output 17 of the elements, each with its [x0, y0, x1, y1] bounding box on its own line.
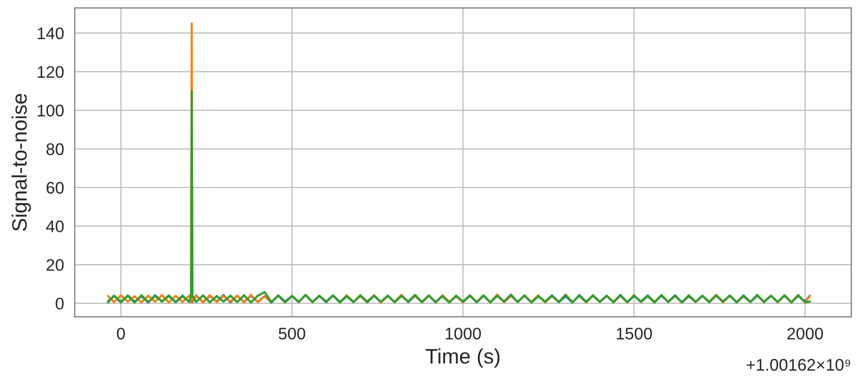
x-axis-title: Time (s)	[426, 348, 500, 368]
line-series	[106, 90, 811, 304]
y-tick-label: 80	[46, 143, 64, 156]
x-tick-label: 2000	[787, 328, 823, 340]
y-tick-label: 100	[38, 104, 64, 116]
text: +1.00162×10⁹	[746, 358, 850, 371]
y-tick-label: 20	[46, 259, 64, 271]
y-tick-label: 40	[46, 220, 64, 232]
y-axis-title: Signal-to-noise	[12, 94, 31, 231]
y-tick-label: 0	[56, 298, 64, 310]
x-tick-label: 500	[278, 328, 306, 340]
x-tick-label: 1500	[616, 328, 652, 340]
y-tick-label: 60	[46, 182, 64, 194]
x-tick-label: 1000	[446, 328, 481, 340]
y-tick-label: 140	[38, 27, 64, 40]
y-tick-label: 120	[38, 66, 64, 78]
x-tick-label: 0	[116, 328, 125, 340]
